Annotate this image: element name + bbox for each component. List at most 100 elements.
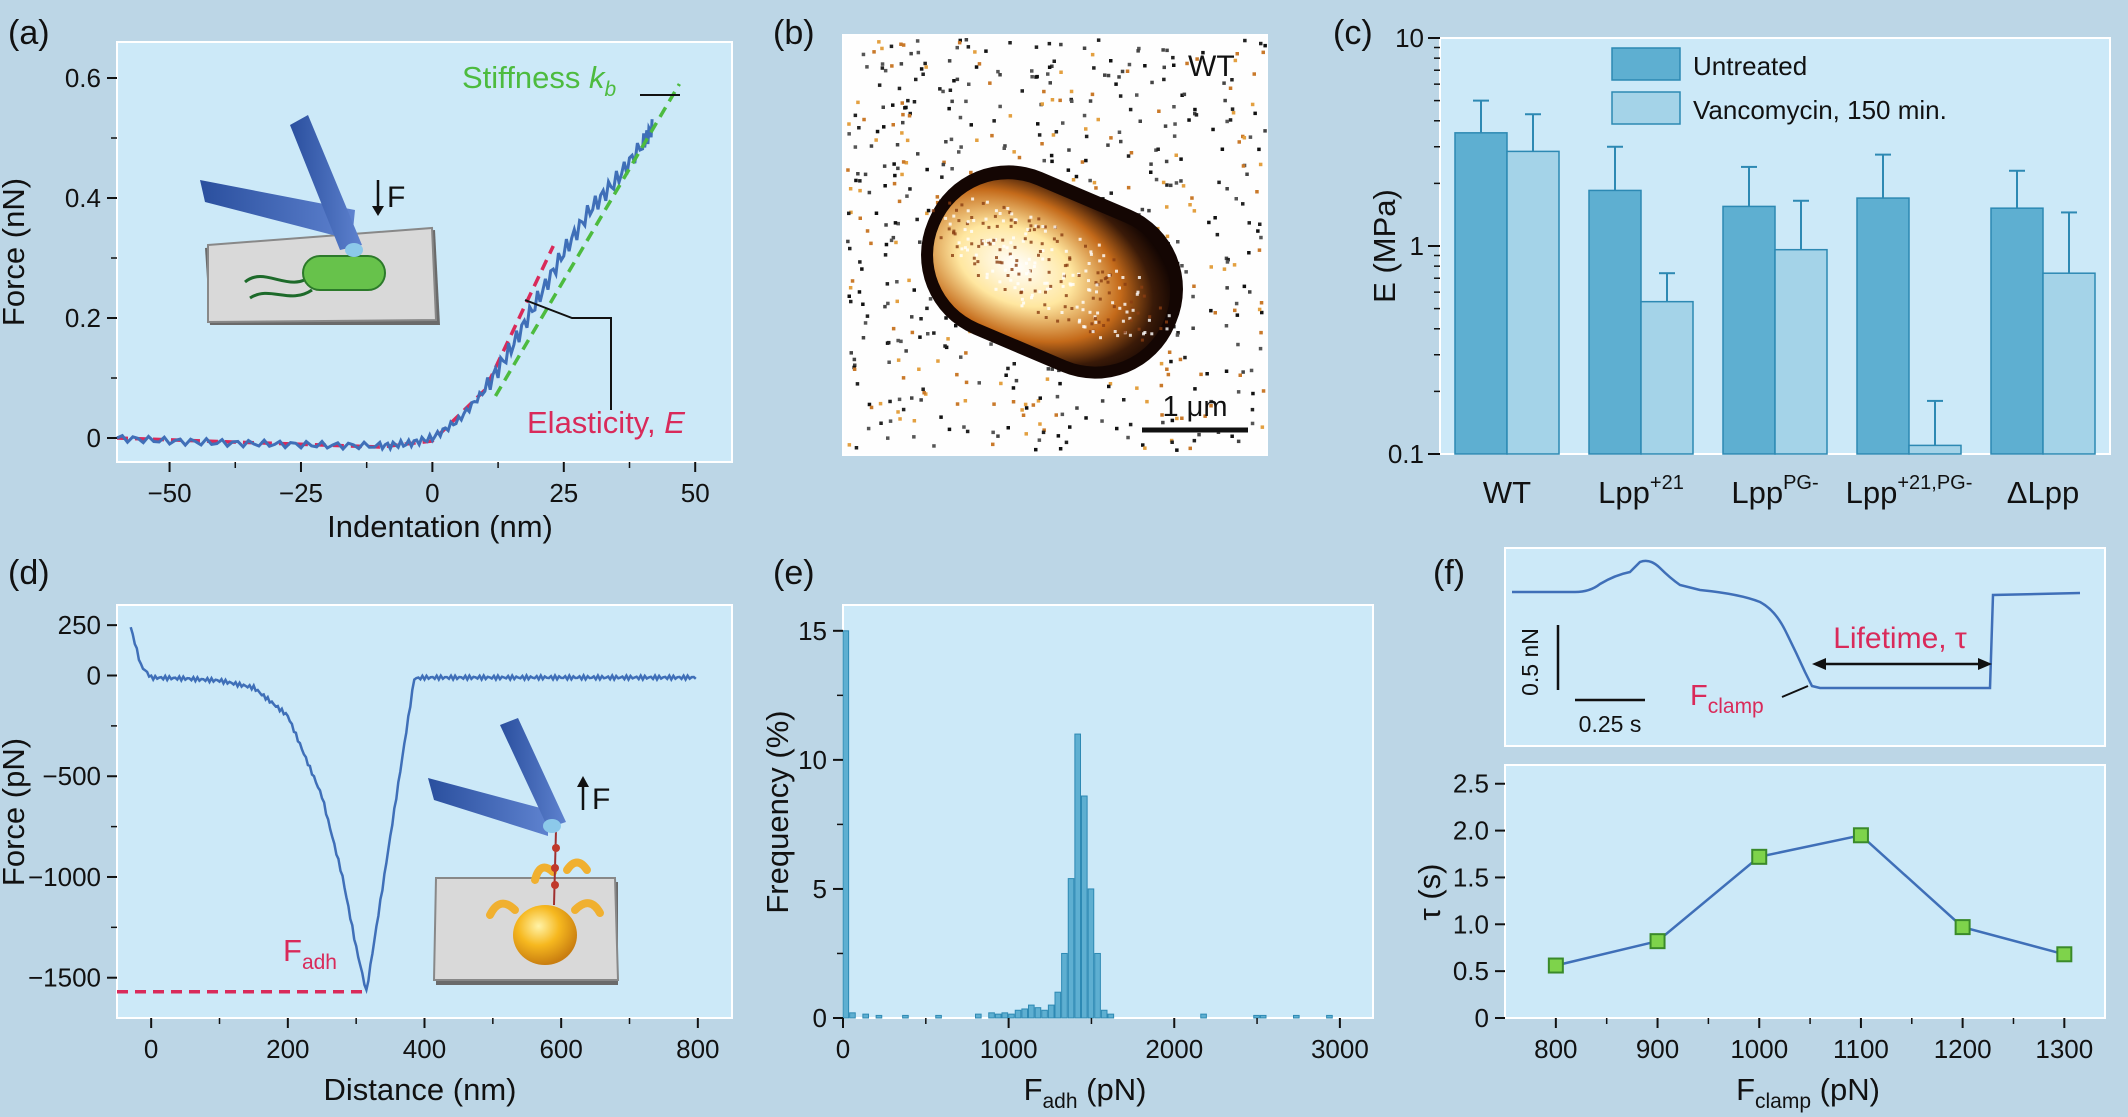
force-distance-trace bbox=[129, 626, 697, 995]
noise-dot bbox=[888, 419, 893, 423]
cell-speckle bbox=[1062, 272, 1066, 276]
noise-dot bbox=[975, 138, 979, 142]
cell-speckle bbox=[1028, 228, 1032, 232]
panel-label-e: (e) bbox=[773, 554, 815, 592]
cell-speckle bbox=[1130, 307, 1134, 311]
noise-dot bbox=[1143, 64, 1147, 68]
noise-dot bbox=[1024, 406, 1029, 410]
cell-speckle bbox=[947, 227, 951, 231]
noise-dot bbox=[852, 367, 857, 371]
noise-dot bbox=[1233, 308, 1237, 313]
cell-speckle bbox=[1096, 271, 1100, 275]
legend-label-untreated: Untreated bbox=[1693, 51, 1807, 81]
noise-dot bbox=[964, 38, 969, 42]
noise-dot bbox=[962, 425, 966, 429]
noise-dot bbox=[1242, 284, 1247, 289]
noise-dot bbox=[1135, 93, 1139, 97]
noise-dot bbox=[877, 83, 882, 87]
noise-dot bbox=[1160, 413, 1164, 417]
noise-dot bbox=[1061, 121, 1065, 125]
noise-dot bbox=[908, 111, 912, 116]
noise-dot bbox=[1050, 64, 1054, 68]
noise-dot bbox=[1075, 406, 1079, 410]
noise-dot bbox=[969, 123, 973, 127]
cell-speckle bbox=[1022, 301, 1026, 305]
noise-dot bbox=[991, 430, 995, 435]
noise-dot bbox=[916, 50, 921, 55]
cell-speckle bbox=[1093, 315, 1097, 319]
cell-speckle bbox=[1020, 290, 1024, 294]
cell-speckle bbox=[1032, 265, 1036, 269]
noise-dot bbox=[1169, 183, 1173, 188]
noise-dot bbox=[915, 217, 919, 222]
cell-speckle bbox=[1088, 330, 1092, 334]
y-tick-label: −1500 bbox=[28, 963, 101, 993]
noise-dot bbox=[1109, 136, 1113, 140]
force-arrow-head bbox=[577, 776, 589, 787]
noise-dot bbox=[1069, 89, 1074, 94]
cell-speckle bbox=[1060, 311, 1064, 314]
noise-dot bbox=[936, 359, 940, 363]
noise-dot bbox=[996, 434, 1000, 438]
noise-dot bbox=[909, 51, 913, 56]
panel-c-chart: WT Lpp+21 LppPG- Lpp+21,PG- ΔLpp 0.1 1 10 Untr… bbox=[1367, 23, 2111, 510]
x-tick-label: 800 bbox=[676, 1034, 719, 1064]
cell-speckle bbox=[1040, 242, 1044, 246]
x-tick-label: 2000 bbox=[1145, 1034, 1203, 1064]
cell-speckle bbox=[1121, 319, 1125, 323]
noise-dot bbox=[887, 340, 891, 345]
noise-dot bbox=[1140, 207, 1145, 212]
noise-dot bbox=[935, 195, 940, 199]
cell-speckle bbox=[1102, 254, 1106, 258]
y-axis-label: Force (pN) bbox=[0, 738, 31, 886]
cell-speckle bbox=[1096, 311, 1100, 315]
noise-dot bbox=[882, 125, 886, 129]
noise-dot bbox=[883, 304, 887, 309]
cell-speckle bbox=[1027, 270, 1031, 274]
image-corner-label: WT bbox=[1188, 50, 1235, 83]
noise-dot bbox=[900, 101, 904, 105]
cell-speckle bbox=[1030, 293, 1034, 297]
x-tick-label: 200 bbox=[266, 1034, 309, 1064]
noise-dot bbox=[1231, 111, 1236, 115]
y-tick-label: 0.6 bbox=[65, 63, 101, 93]
noise-dot bbox=[1004, 373, 1008, 377]
cell-speckle bbox=[1045, 281, 1049, 285]
noise-dot bbox=[941, 162, 946, 167]
noise-dot bbox=[1038, 396, 1042, 400]
cell-speckle bbox=[1014, 218, 1018, 222]
noise-dot bbox=[892, 162, 896, 166]
noise-dot bbox=[1088, 178, 1092, 183]
noise-dot bbox=[897, 397, 902, 402]
bar bbox=[1588, 189, 1642, 455]
noise-dot bbox=[1050, 159, 1054, 164]
cell-speckle bbox=[1137, 327, 1141, 331]
noise-dot bbox=[879, 421, 883, 425]
cell-speckle bbox=[985, 276, 989, 280]
noise-dot bbox=[1173, 122, 1177, 126]
cell-speckle bbox=[984, 217, 988, 221]
cell-speckle bbox=[1097, 243, 1101, 247]
noise-dot bbox=[883, 253, 888, 257]
noise-dot bbox=[919, 67, 924, 71]
noise-dot bbox=[1251, 391, 1255, 396]
cell-speckle bbox=[1165, 327, 1169, 331]
cell-speckle bbox=[1129, 300, 1133, 304]
histogram-bar bbox=[1028, 1004, 1035, 1019]
cell-speckle bbox=[1045, 287, 1049, 291]
cell-speckle bbox=[1167, 314, 1171, 318]
noise-dot bbox=[1201, 50, 1205, 55]
afm-cantilever-illustration bbox=[200, 115, 440, 325]
noise-dot bbox=[1161, 48, 1165, 52]
legend-swatch-untreated bbox=[1611, 47, 1681, 81]
cell-speckle bbox=[1009, 224, 1013, 228]
cell-speckle bbox=[994, 209, 998, 213]
panel-label-b: (b) bbox=[773, 14, 815, 52]
noise-dot bbox=[1037, 133, 1042, 137]
cell-speckle bbox=[1015, 259, 1019, 263]
x-tick-label: 1200 bbox=[1934, 1034, 1992, 1064]
noise-dot bbox=[1058, 98, 1062, 103]
noise-dot bbox=[1235, 52, 1239, 56]
noise-dot bbox=[880, 62, 885, 66]
noise-dot bbox=[891, 235, 896, 240]
